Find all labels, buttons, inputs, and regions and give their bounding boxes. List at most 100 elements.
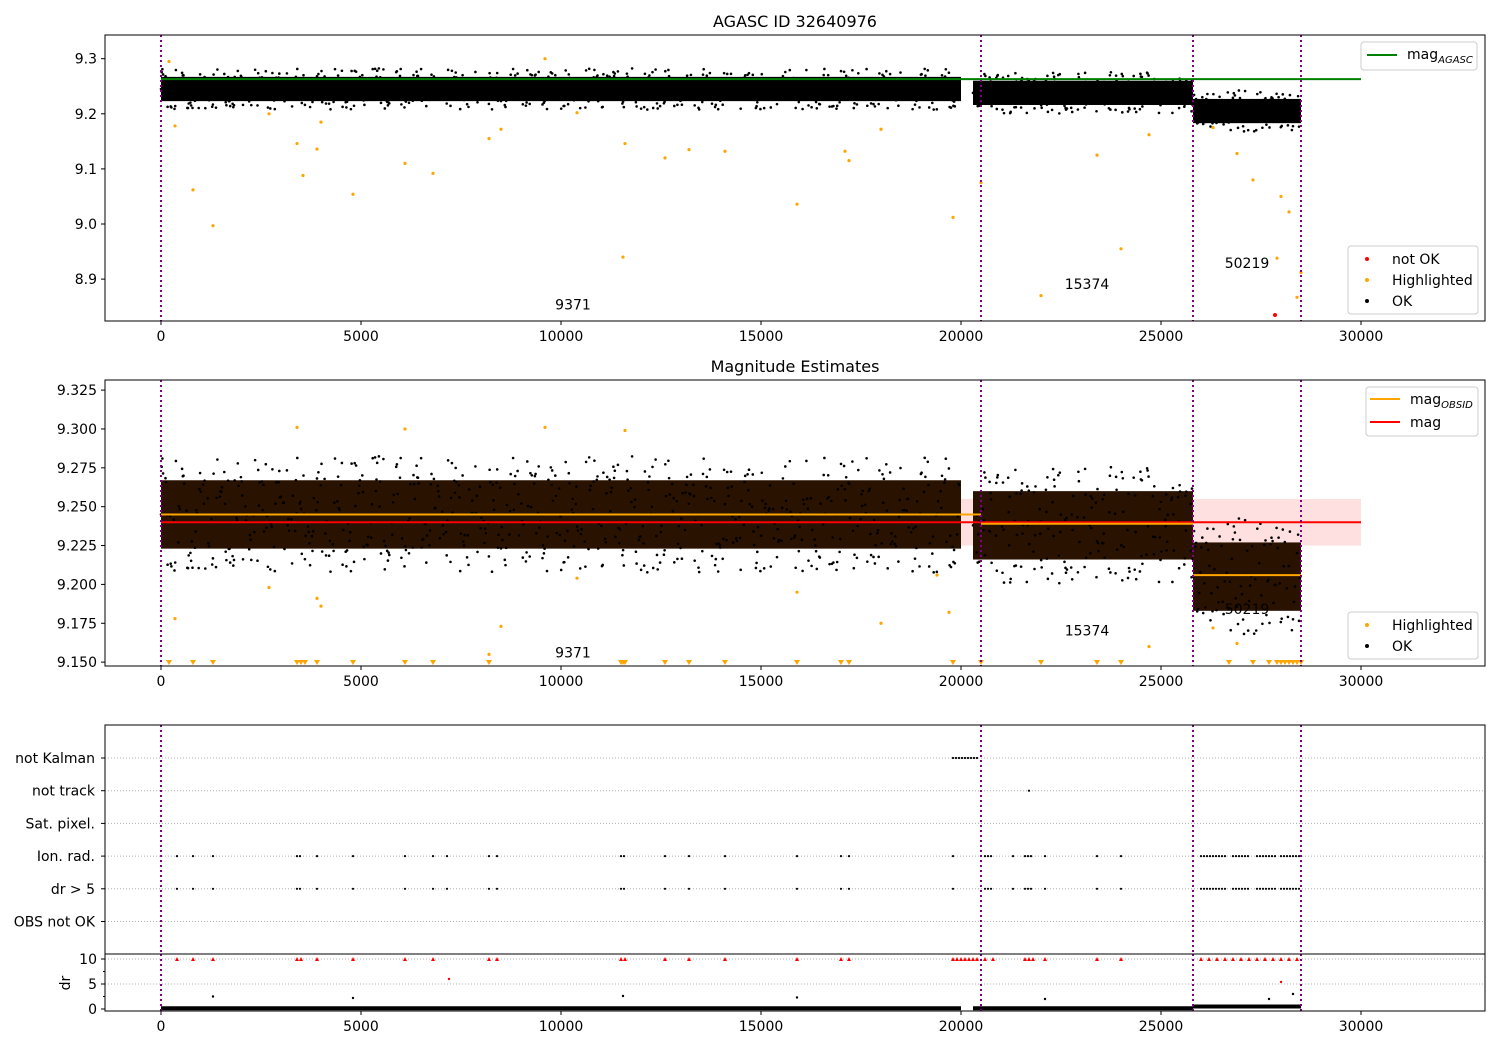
dr-clipped-marker (975, 957, 979, 961)
ok-point (1290, 628, 1294, 632)
highlighted-point (403, 161, 407, 165)
flag-point (1199, 855, 1203, 858)
ok-point (738, 536, 742, 540)
ok-point (866, 560, 869, 563)
ok-point (1100, 97, 1104, 101)
ok-point (988, 480, 991, 484)
ok-point (802, 83, 806, 87)
ok-point (516, 72, 519, 75)
ok-point (1252, 129, 1256, 133)
ok-point (533, 474, 537, 478)
ok-point (182, 73, 185, 77)
ok-point (664, 494, 668, 498)
ok-point (1126, 528, 1129, 532)
highlighted-point (167, 59, 171, 64)
ok-point (497, 533, 500, 537)
ok-point (639, 568, 643, 572)
ok-point (872, 89, 876, 93)
ok-point (333, 501, 336, 504)
ok-point (290, 562, 294, 565)
ok-point (830, 499, 833, 503)
ok-point (1201, 95, 1204, 99)
ok-point (823, 67, 826, 71)
ok-point (190, 540, 194, 543)
ok-point (1064, 566, 1067, 570)
ok-point (278, 469, 281, 473)
ok-point (751, 73, 755, 77)
ok-point (983, 72, 986, 76)
ok-point (776, 527, 779, 531)
ok-point (349, 107, 353, 111)
ok-point (673, 561, 676, 564)
ok-point (261, 508, 265, 512)
ok-point (564, 460, 567, 464)
dr-clipped-marker (1023, 957, 1027, 961)
ok-point (290, 517, 293, 521)
ok-point (1288, 530, 1292, 533)
ok-point (1223, 111, 1226, 115)
legend-agasc-label: mag (1407, 47, 1438, 63)
dr-clipped-marker (795, 957, 799, 961)
ok-point (1045, 86, 1048, 90)
dr-clipped-marker (1231, 957, 1235, 961)
ok-point (614, 95, 617, 99)
ok-point (1020, 482, 1024, 485)
ok-point (852, 566, 856, 570)
ok-point (535, 94, 538, 97)
below-limit-marker (166, 660, 172, 665)
highlighted-point (879, 621, 883, 625)
ok-point (333, 83, 336, 87)
ok-point (244, 505, 247, 508)
ok-point (266, 106, 270, 109)
legend-obsid-label: mag (1410, 392, 1441, 408)
ok-point (1171, 111, 1174, 115)
ok-point (1165, 549, 1168, 552)
ok-point (1063, 104, 1066, 108)
ok-point (667, 68, 670, 72)
ok-point (249, 96, 252, 100)
ok-point (1059, 93, 1062, 97)
ok-point (1269, 543, 1272, 546)
ok-point (517, 492, 520, 496)
ok-point (223, 72, 226, 76)
ok-point (914, 525, 917, 529)
ok-point (731, 88, 734, 92)
ok-point (178, 85, 181, 89)
ok-point (688, 80, 692, 84)
ok-point (580, 527, 583, 531)
dr-clipped-marker (1287, 957, 1291, 961)
ok-point (328, 539, 332, 543)
ok-point (425, 534, 429, 537)
ok-point (274, 481, 278, 484)
ok-point (777, 538, 781, 542)
ok-point (838, 100, 841, 104)
ok-point (958, 483, 961, 487)
ok-point (333, 67, 337, 71)
ok-point (1013, 106, 1016, 109)
ok-point (600, 91, 603, 95)
ok-point (866, 104, 869, 108)
ok-point (551, 82, 555, 86)
ok-point (226, 479, 230, 482)
ok-point (671, 509, 675, 513)
panel-agasc-notok-points (1273, 312, 1277, 317)
ok-point (1172, 513, 1175, 516)
ok-point (810, 105, 813, 109)
y-tick-label: 9.3 (75, 52, 97, 68)
ok-point (312, 496, 316, 500)
ok-point (584, 69, 588, 72)
ok-point (633, 498, 637, 501)
ok-point (185, 509, 188, 512)
ok-point (300, 552, 304, 556)
ok-point (287, 89, 290, 92)
ok-point (432, 75, 436, 78)
flag-point (1234, 887, 1238, 890)
x-tick-label: 10000 (539, 329, 584, 345)
ok-point (855, 103, 859, 106)
ok-point (1107, 106, 1111, 110)
ok-point (987, 93, 991, 97)
ok-point (976, 104, 979, 108)
ok-point (563, 560, 566, 564)
ok-point (1236, 126, 1240, 130)
ok-point (738, 515, 741, 519)
